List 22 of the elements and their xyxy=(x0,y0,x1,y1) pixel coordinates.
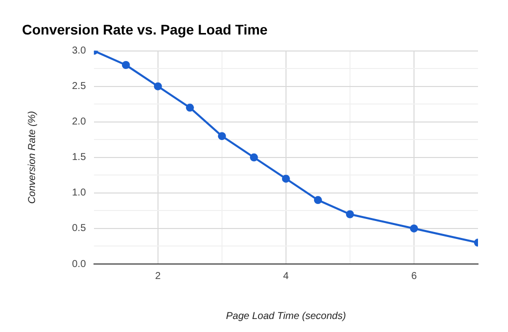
y-tick-label: 0.0 xyxy=(72,258,86,270)
point xyxy=(218,132,226,140)
point xyxy=(346,210,354,218)
point xyxy=(282,174,290,183)
x-tick-label: 4 xyxy=(283,270,290,282)
x-tick-label: 2 xyxy=(155,270,162,282)
point xyxy=(154,82,162,90)
point xyxy=(186,104,194,112)
point xyxy=(122,61,130,70)
point xyxy=(410,224,418,232)
y-tick-label: 1.0 xyxy=(72,188,86,199)
y-tick-label: 1.5 xyxy=(72,152,86,164)
y-tick-label: 2.0 xyxy=(72,116,86,128)
x-tick-label: 6 xyxy=(411,270,418,282)
point xyxy=(250,153,258,162)
y-axis-title: Conversion Rate (%) xyxy=(26,110,38,204)
y-tick-label: 2.5 xyxy=(72,81,86,92)
point xyxy=(314,196,322,204)
y-tick-label: 3.0 xyxy=(72,46,86,57)
y-tick-label: 0.5 xyxy=(72,223,86,234)
x-axis-title: Page Load Time (seconds) xyxy=(226,310,346,322)
chart-title: Conversion Rate vs. Page Load Time xyxy=(22,21,268,38)
